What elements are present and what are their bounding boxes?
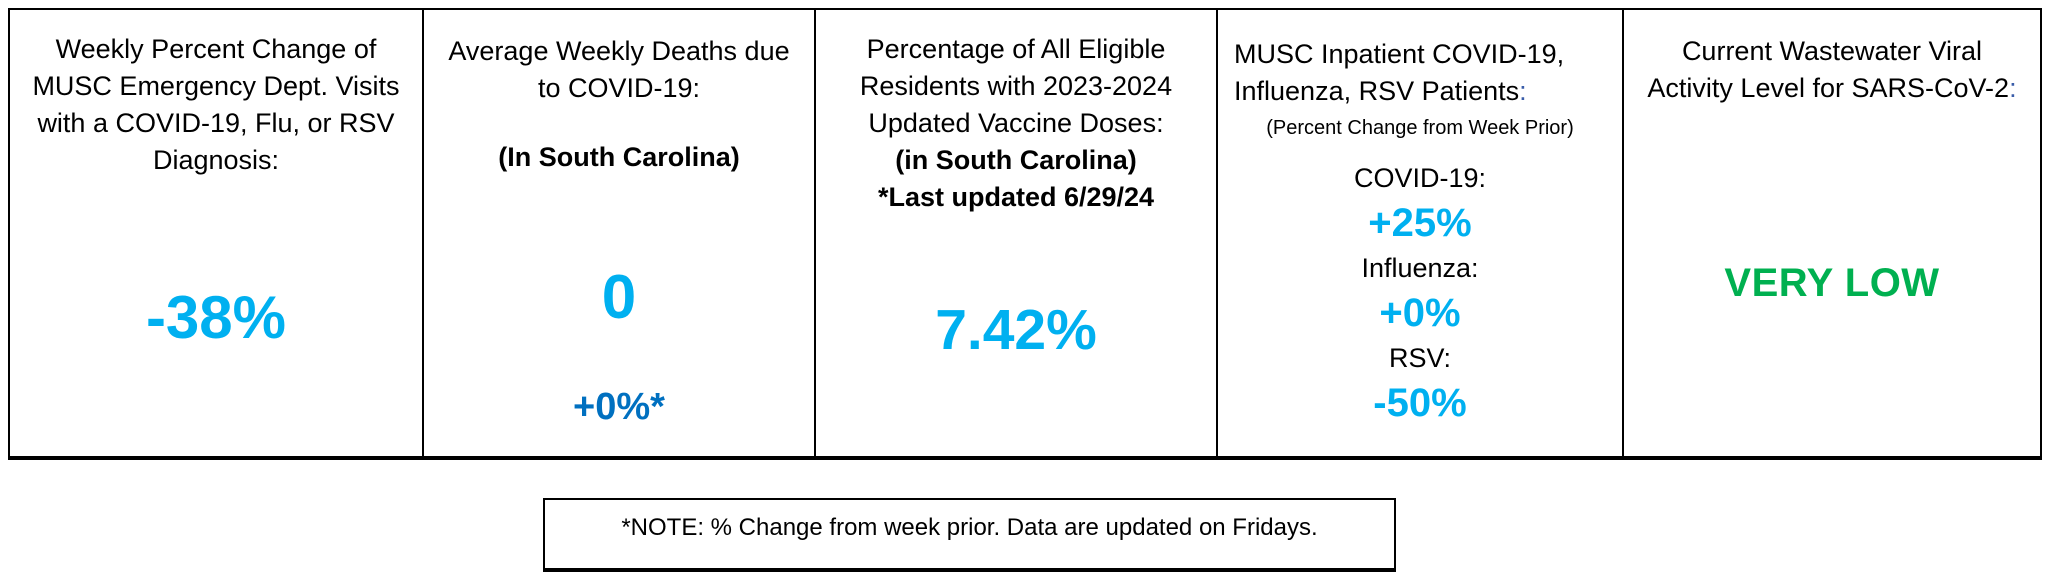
panel-covid-deaths-change: +0%* xyxy=(573,386,665,428)
metric-label-covid: COVID-19: xyxy=(1353,163,1487,193)
panel-ed-visits-title: Weekly Percent Change of MUSC Emergency … xyxy=(32,34,400,175)
footnote-text: *NOTE: % Change from week prior. Data ar… xyxy=(621,514,1318,541)
panel-covid-deaths-title: Average Weekly Deaths due to COVID-19: xyxy=(448,36,790,103)
panel-wastewater-title-colon: : xyxy=(2009,73,2017,103)
panel-vaccine-doses-subtitle: (in South Carolina) xyxy=(895,145,1137,175)
panel-ed-visits: Weekly Percent Change of MUSC Emergency … xyxy=(8,8,424,460)
panel-inpatient-subtitle: (Percent Change from Week Prior) xyxy=(1266,117,1574,139)
panel-inpatient: MUSC Inpatient COVID-19, Influenza, RSV … xyxy=(1218,8,1624,460)
panel-ed-visits-value: -38% xyxy=(145,284,287,351)
panel-vaccine-doses-updated-note: *Last updated 6/29/24 xyxy=(877,182,1155,212)
metric-value-influenza: +0% xyxy=(1379,291,1461,335)
panel-wastewater-title-text: Current Wastewater Viral Activity Level … xyxy=(1647,36,2010,103)
panel-vaccine-doses: Percentage of All Eligible Residents wit… xyxy=(816,8,1218,460)
panel-wastewater-value: VERY LOW xyxy=(1724,261,1940,305)
panel-inpatient-title: MUSC Inpatient COVID-19, Influenza, RSV … xyxy=(1218,10,1622,110)
panel-vaccine-doses-title: Percentage of All Eligible Residents wit… xyxy=(859,34,1173,138)
panel-covid-deaths-value: 0 xyxy=(601,263,637,332)
metric-label-influenza: Influenza: xyxy=(1361,253,1479,283)
panel-inpatient-title-colon: : xyxy=(1519,76,1527,106)
panel-wastewater-title: Current Wastewater Viral Activity Level … xyxy=(1624,10,2040,107)
panel-wastewater: Current Wastewater Viral Activity Level … xyxy=(1624,8,2042,460)
panel-inpatient-title-text: MUSC Inpatient COVID-19, Influenza, RSV … xyxy=(1234,39,1565,106)
panel-vaccine-doses-value: 7.42% xyxy=(935,298,1097,362)
panel-covid-deaths-subtitle: (In South Carolina) xyxy=(498,142,740,172)
metric-value-rsv: -50% xyxy=(1373,381,1467,425)
kpi-panel-row: Weekly Percent Change of MUSC Emergency … xyxy=(8,8,2042,460)
panel-covid-deaths: Average Weekly Deaths due to COVID-19: (… xyxy=(424,8,816,460)
metric-value-covid: +25% xyxy=(1368,201,1472,245)
footnote-box: *NOTE: % Change from week prior. Data ar… xyxy=(543,498,1396,572)
metric-label-rsv: RSV: xyxy=(1388,343,1451,373)
panel-inpatient-metrics: COVID-19: +25% Influenza: +0% RSV: -50% xyxy=(1218,156,1622,426)
